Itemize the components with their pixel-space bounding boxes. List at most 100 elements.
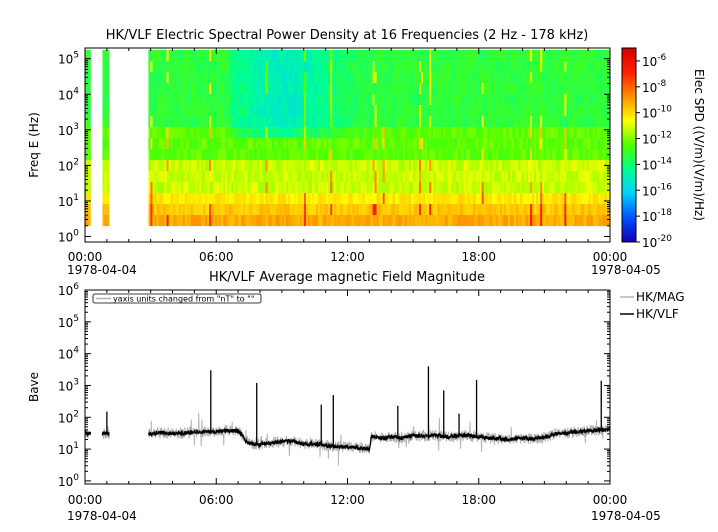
heatmap-cell (324, 49, 327, 62)
heatmap-cell (556, 181, 559, 194)
heatmap-cell (505, 159, 509, 172)
heatmap-cell (334, 104, 337, 117)
heatmap-cell (160, 82, 163, 95)
heatmap-cell (501, 93, 505, 106)
heatmap-cell (592, 192, 596, 205)
heatmap-cell (200, 214, 204, 227)
heatmap-cell (449, 126, 452, 139)
heatmap-cell (223, 93, 226, 106)
heatmap-cell (255, 159, 258, 172)
heatmap-cell (233, 137, 236, 150)
spectrogram-x-tick-label: 18:00 (461, 250, 496, 264)
heatmap-cell (390, 104, 394, 117)
heatmap-cell (225, 104, 228, 117)
heatmap-cell (293, 192, 297, 205)
heatmap-cell (526, 170, 529, 183)
heatmap-cell (451, 203, 454, 216)
heatmap-cell (279, 159, 283, 172)
heatmap-cell (221, 203, 224, 216)
heatmap-cell (540, 104, 543, 117)
heatmap-cell (511, 170, 515, 183)
heatmap-cell (414, 60, 418, 73)
heatmap-cell (378, 148, 381, 161)
heatmap-cell (538, 137, 541, 150)
heatmap-cell (578, 170, 581, 183)
heatmap-cell (546, 49, 549, 62)
heatmap-cell (451, 82, 454, 95)
heatmap-cell (548, 126, 551, 139)
heatmap-cell (548, 115, 551, 128)
heatmap-cell (184, 159, 188, 172)
heatmap-cell (538, 115, 541, 128)
heatmap-cell (429, 82, 432, 95)
heatmap-cell (217, 203, 220, 216)
heatmap-cell (515, 104, 519, 117)
heatmap-cell (530, 159, 533, 172)
heatmap-cell (307, 192, 311, 205)
heatmap-cell (346, 60, 349, 73)
heatmap-cell (350, 214, 353, 227)
heatmap-cell (544, 159, 547, 172)
heatmap-cell (257, 181, 260, 194)
heatmap-cell (307, 159, 311, 172)
heatmap-cell (259, 214, 262, 227)
heatmap-cell (562, 71, 565, 84)
heatmap-cell (544, 181, 547, 194)
heatmap-cell (180, 137, 184, 150)
heatmap-cell (524, 203, 527, 216)
heatmap-cell (241, 115, 244, 128)
heatmap-cell (467, 148, 470, 161)
heatmap-cell (386, 170, 390, 183)
heatmap-cell (166, 148, 169, 161)
heatmap-cell (170, 170, 174, 183)
heatmap-cell (402, 137, 406, 150)
heatmap-cell (237, 192, 240, 205)
heatmap-cell (150, 170, 153, 183)
heatmap-cell (431, 148, 434, 161)
heatmap-cell (342, 137, 345, 150)
heatmap-cell (441, 104, 444, 117)
heatmap-cell (285, 104, 289, 117)
heatmap-cell (560, 49, 563, 62)
heatmap-cell (314, 137, 317, 150)
heatmap-cell (358, 115, 361, 128)
heatmap-cell (352, 137, 355, 150)
heatmap-cell (180, 192, 184, 205)
heatmap-cell (376, 159, 379, 172)
heatmap-cell (457, 159, 460, 172)
magnetic-y-tick-label: 100 (58, 473, 79, 489)
heatmap-cell (204, 181, 208, 194)
heatmap-cell (196, 148, 200, 161)
heatmap-cell (441, 137, 444, 150)
heatmap-cell (384, 137, 388, 150)
heatmap-cell (511, 214, 515, 227)
heatmap-cell (558, 181, 561, 194)
heatmap-cell (602, 82, 606, 95)
heatmap-cell (463, 192, 466, 205)
heatmap-cell (530, 126, 533, 139)
heatmap-cell (301, 104, 305, 117)
heatmap-cell (346, 203, 349, 216)
heatmap-cell (507, 214, 511, 227)
heatmap-cell (87, 137, 90, 150)
heatmap-cell (441, 115, 444, 128)
heatmap-cell (394, 49, 398, 62)
heatmap-cell (89, 126, 91, 139)
heatmap-cell (576, 104, 579, 117)
heatmap-cell (235, 170, 238, 183)
heatmap-cell (239, 115, 242, 128)
heatmap-cell (546, 159, 549, 172)
heatmap-cell (285, 71, 289, 84)
heatmap-cell (322, 126, 325, 139)
heatmap-cell (85, 126, 88, 139)
heatmap-cell (392, 104, 396, 117)
heatmap-cell (267, 104, 270, 117)
heatmap-cell (372, 159, 375, 172)
heatmap-cell (257, 148, 260, 161)
heatmap-cell (235, 71, 238, 84)
heatmap-cell (455, 71, 458, 84)
heatmap-cell (164, 192, 167, 205)
heatmap-cell (261, 71, 264, 84)
heatmap-cell (231, 71, 234, 84)
heatmap-cell (511, 93, 515, 106)
